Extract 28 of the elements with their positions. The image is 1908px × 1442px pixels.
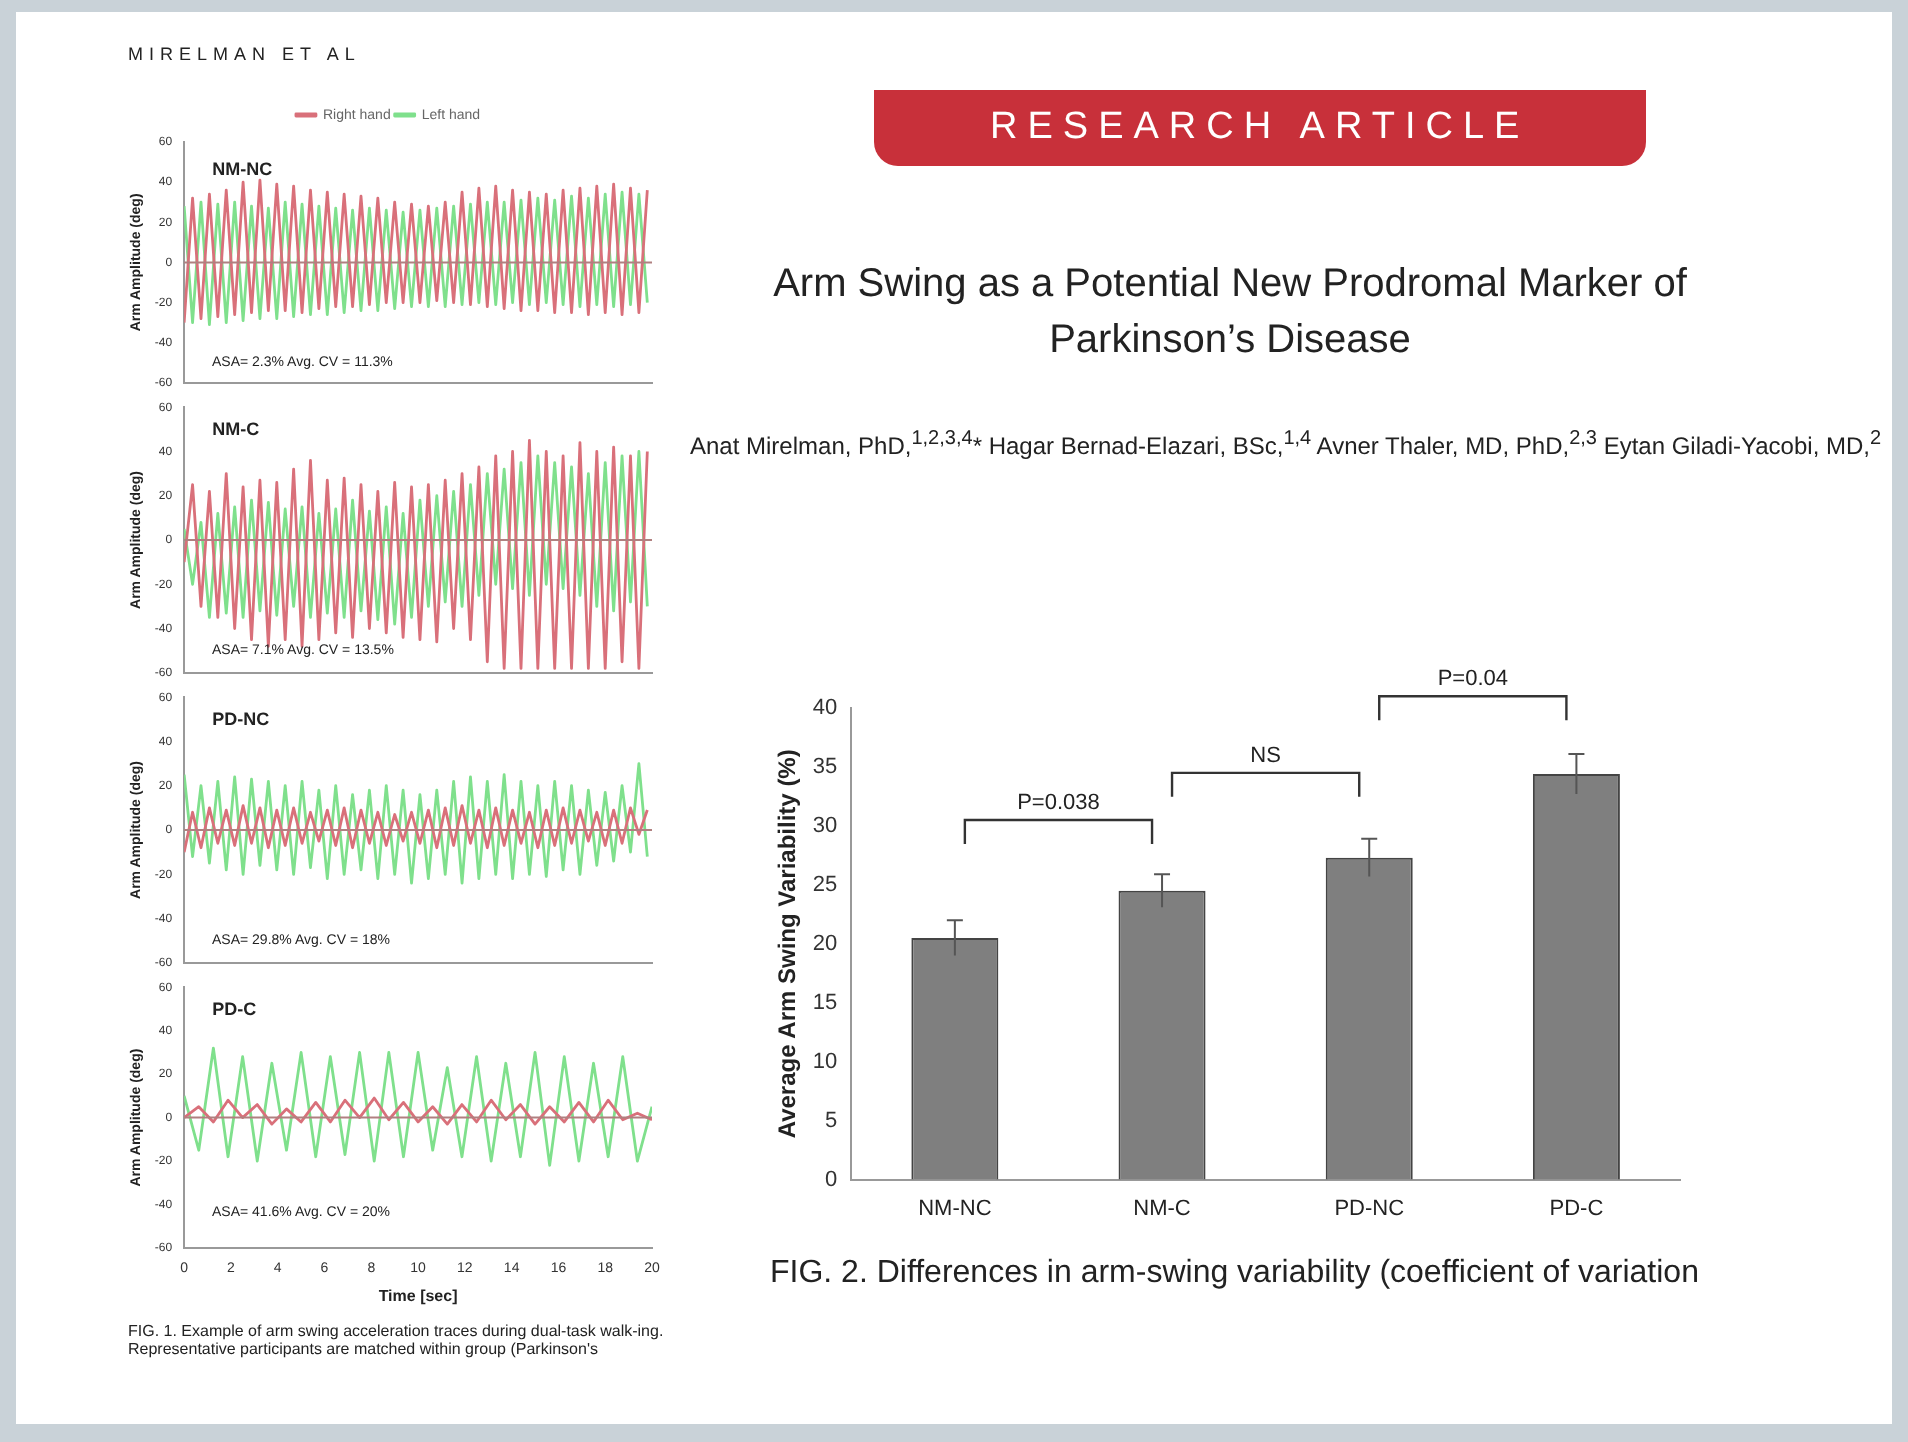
chart-title: Arm Swing as a Potential New Prodromal Marker of Parkinson’s Disease bbox=[771, 260, 1689, 366]
y-tick-label: 15 bbox=[812, 990, 838, 1015]
chart-subtitle: Anat Mirelman, PhD,$^{1,2,3,4}$* Hagar Bernad-Elazari, BSc,$^{1,4}$ Avner Thaler, MD, PhD,$^{2,3}$ Eytan Giladi-Yacobi, MD,$^{2}$ bbox=[690, 428, 1882, 460]
annotation: P=0.038 bbox=[1017, 791, 1100, 816]
text: NM-C bbox=[212, 419, 261, 440]
annotation: NS bbox=[1250, 743, 1281, 768]
text: PD-C bbox=[212, 999, 258, 1020]
y-tick-label: 30 bbox=[812, 813, 838, 838]
caption: FIG. 1. Example of arm swing acceleration traces during dual-task walk-ing. Representative participants are matched within group (Parkinson's bbox=[128, 1322, 666, 1358]
x-tick-label: NM-C bbox=[1133, 1196, 1191, 1221]
y-tick-label: 0 bbox=[825, 1167, 838, 1192]
y-tick-label: 25 bbox=[812, 872, 838, 897]
y-tick-label: 10 bbox=[812, 1049, 838, 1074]
text: P=0.04 bbox=[1437, 667, 1508, 692]
text: NM-NC bbox=[212, 158, 274, 179]
y-tick-label: 5 bbox=[825, 1108, 838, 1133]
x-tick-label: PD-NC bbox=[1334, 1196, 1405, 1221]
text: MIRELMAN ET AL bbox=[128, 44, 361, 64]
x-tick-label: NM-NC bbox=[918, 1196, 992, 1221]
y-tick-label: 40 bbox=[812, 696, 838, 721]
text: PD-NC bbox=[212, 709, 271, 730]
x-axis-title: Time [sec] bbox=[378, 1286, 459, 1305]
x-tick-label: PD-C bbox=[1549, 1196, 1604, 1221]
text: RESEARCH ARTICLE bbox=[874, 90, 1646, 166]
caption: FIG. 2. Differences in arm-swing variability (coefficient of variation bbox=[770, 1256, 1701, 1292]
y-tick-label: 35 bbox=[812, 755, 838, 780]
y-tick-label: 20 bbox=[812, 931, 838, 956]
y-axis-title: Average Arm Swing Variability (%) bbox=[773, 749, 802, 1139]
